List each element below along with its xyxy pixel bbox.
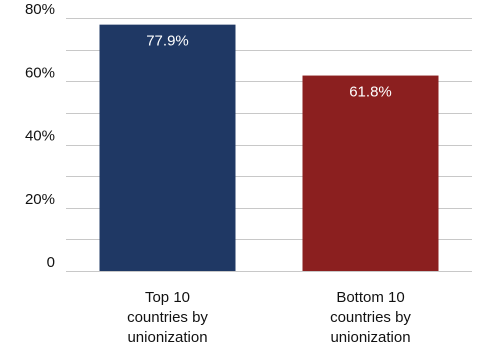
category-label: unionization bbox=[127, 329, 207, 346]
x-axis-categories: Top 10 countries by unionization Bottom 10 c… bbox=[127, 289, 411, 346]
data-label: 61.8% bbox=[349, 84, 392, 101]
y-tick-label: 20% bbox=[25, 191, 55, 208]
category-label: Top 10 bbox=[145, 289, 190, 306]
data-label: 77.9% bbox=[146, 33, 189, 50]
y-tick-label: 80% bbox=[25, 1, 55, 18]
category-label: unionization bbox=[330, 329, 410, 346]
category-label: countries by bbox=[330, 309, 411, 326]
y-tick-label: 0 bbox=[47, 254, 55, 271]
bar bbox=[99, 24, 236, 271]
y-tick-label: 40% bbox=[25, 128, 55, 145]
y-axis-ticks: 0 20% 40% 60% 80% bbox=[25, 1, 55, 271]
category-label: Bottom 10 bbox=[336, 289, 404, 306]
y-tick-label: 60% bbox=[25, 64, 55, 81]
bar bbox=[302, 75, 439, 272]
bars bbox=[99, 24, 439, 272]
category-label: countries by bbox=[127, 309, 208, 326]
data-labels: 77.9% 61.8% bbox=[146, 33, 392, 101]
